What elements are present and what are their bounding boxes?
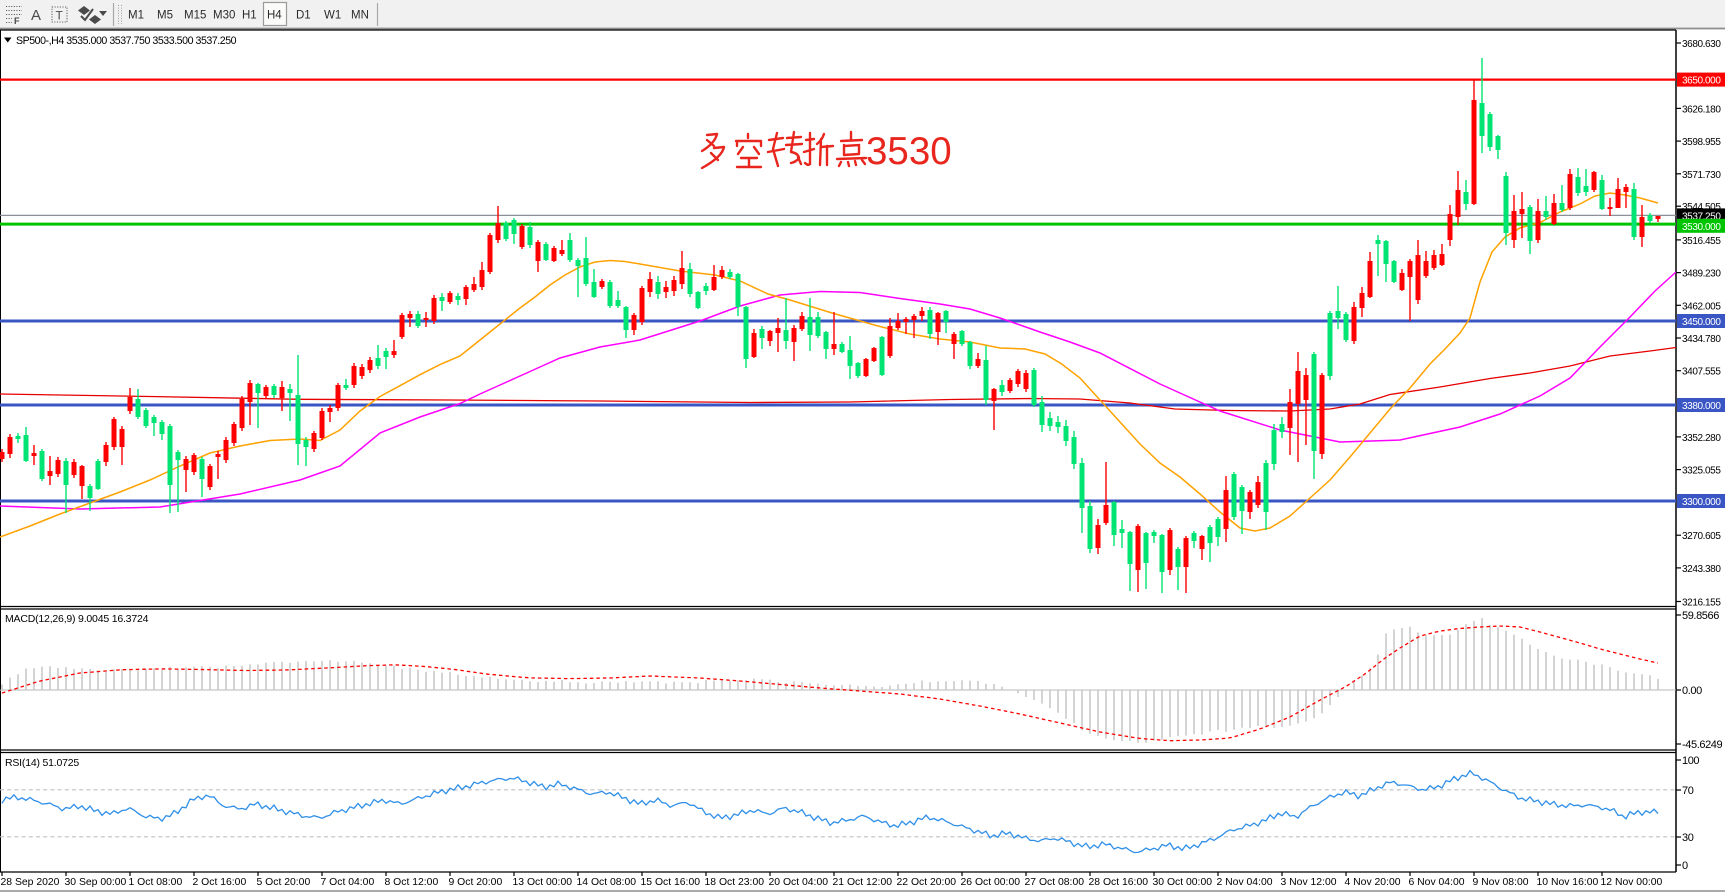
svg-text:15 Oct 16:00: 15 Oct 16:00	[641, 877, 701, 888]
svg-text:M15: M15	[184, 10, 206, 22]
svg-text:3325.055: 3325.055	[1682, 466, 1721, 477]
svg-text:100: 100	[1682, 755, 1699, 767]
svg-text:12 Nov 00:00: 12 Nov 00:00	[1601, 877, 1663, 888]
svg-text:M5: M5	[157, 10, 173, 22]
svg-text:MACD(12,26,9) 9.0045 16.3724: MACD(12,26,9) 9.0045 16.3724	[5, 613, 149, 625]
svg-text:3270.605: 3270.605	[1682, 531, 1721, 542]
svg-text:-45.6249: -45.6249	[1682, 739, 1723, 751]
svg-text:21 Oct 12:00: 21 Oct 12:00	[833, 877, 893, 888]
svg-text:28 Sep 2020: 28 Sep 2020	[1, 877, 60, 888]
svg-text:3571.730: 3571.730	[1682, 170, 1721, 181]
svg-text:1 Oct 08:00: 1 Oct 08:00	[129, 877, 183, 888]
svg-text:8 Oct 12:00: 8 Oct 12:00	[385, 877, 439, 888]
svg-text:MN: MN	[351, 10, 369, 22]
svg-text:H1: H1	[242, 10, 257, 22]
svg-text:SP500-,H4 3535.000 3537.750 3: SP500-,H4 3535.000 3537.750 3533.500 353…	[16, 35, 237, 47]
svg-text:3 Nov 12:00: 3 Nov 12:00	[1281, 877, 1337, 888]
svg-text:3530.000: 3530.000	[1682, 222, 1721, 233]
svg-text:0: 0	[1682, 860, 1688, 872]
svg-text:3380.000: 3380.000	[1682, 401, 1721, 412]
svg-text:5 Oct 20:00: 5 Oct 20:00	[257, 877, 311, 888]
svg-text:3352.280: 3352.280	[1682, 433, 1721, 444]
svg-text:A: A	[31, 7, 41, 24]
svg-text:9 Oct 20:00: 9 Oct 20:00	[449, 877, 503, 888]
svg-text:W1: W1	[324, 10, 341, 22]
svg-text:22 Oct 20:00: 22 Oct 20:00	[897, 877, 957, 888]
svg-text:28 Oct 16:00: 28 Oct 16:00	[1089, 877, 1149, 888]
svg-text:RSI(14) 51.0725: RSI(14) 51.0725	[5, 757, 79, 769]
svg-text:26 Oct 00:00: 26 Oct 00:00	[961, 877, 1021, 888]
svg-text:F: F	[14, 16, 20, 26]
svg-text:14 Oct 08:00: 14 Oct 08:00	[577, 877, 637, 888]
svg-text:13 Oct 00:00: 13 Oct 00:00	[513, 877, 573, 888]
svg-text:2 Oct 16:00: 2 Oct 16:00	[193, 877, 247, 888]
svg-text:3407.555: 3407.555	[1682, 367, 1721, 378]
svg-text:70: 70	[1682, 785, 1694, 797]
svg-text:3650.000: 3650.000	[1682, 76, 1721, 87]
svg-text:30 Oct 00:00: 30 Oct 00:00	[1153, 877, 1213, 888]
svg-text:3598.955: 3598.955	[1682, 137, 1721, 148]
svg-text:3489.230: 3489.230	[1682, 269, 1721, 280]
svg-text:3434.780: 3434.780	[1682, 334, 1721, 345]
svg-text:T: T	[56, 9, 64, 23]
svg-text:3680.630: 3680.630	[1682, 39, 1721, 50]
svg-text:59.8566: 59.8566	[1682, 610, 1719, 622]
svg-text:3300.000: 3300.000	[1682, 497, 1721, 508]
svg-text:3626.180: 3626.180	[1682, 104, 1721, 115]
svg-text:3450.000: 3450.000	[1682, 317, 1721, 328]
svg-text:3216.155: 3216.155	[1682, 598, 1721, 609]
svg-text:30 Sep 00:00: 30 Sep 00:00	[65, 877, 127, 888]
svg-text:20 Oct 04:00: 20 Oct 04:00	[769, 877, 829, 888]
svg-text:H4: H4	[267, 10, 282, 22]
svg-text:30: 30	[1682, 832, 1694, 844]
svg-text:3530: 3530	[866, 130, 952, 173]
svg-text:2 Nov 04:00: 2 Nov 04:00	[1217, 877, 1273, 888]
svg-text:0.00: 0.00	[1682, 685, 1702, 697]
svg-text:10 Nov 16:00: 10 Nov 16:00	[1537, 877, 1599, 888]
svg-text:M30: M30	[213, 10, 235, 22]
svg-text:3544.505: 3544.505	[1682, 202, 1721, 213]
svg-text:7 Oct 04:00: 7 Oct 04:00	[321, 877, 375, 888]
svg-text:3243.380: 3243.380	[1682, 564, 1721, 575]
svg-text:3462.005: 3462.005	[1682, 301, 1721, 312]
svg-text:M1: M1	[128, 10, 144, 22]
svg-text:3516.455: 3516.455	[1682, 236, 1721, 247]
svg-text:27 Oct 08:00: 27 Oct 08:00	[1025, 877, 1085, 888]
svg-text:9 Nov 08:00: 9 Nov 08:00	[1473, 877, 1529, 888]
svg-text:D1: D1	[296, 10, 311, 22]
svg-text:6 Nov 04:00: 6 Nov 04:00	[1409, 877, 1465, 888]
svg-text:3537.250: 3537.250	[1682, 211, 1721, 222]
svg-text:4 Nov 20:00: 4 Nov 20:00	[1345, 877, 1401, 888]
svg-text:18 Oct 23:00: 18 Oct 23:00	[705, 877, 765, 888]
